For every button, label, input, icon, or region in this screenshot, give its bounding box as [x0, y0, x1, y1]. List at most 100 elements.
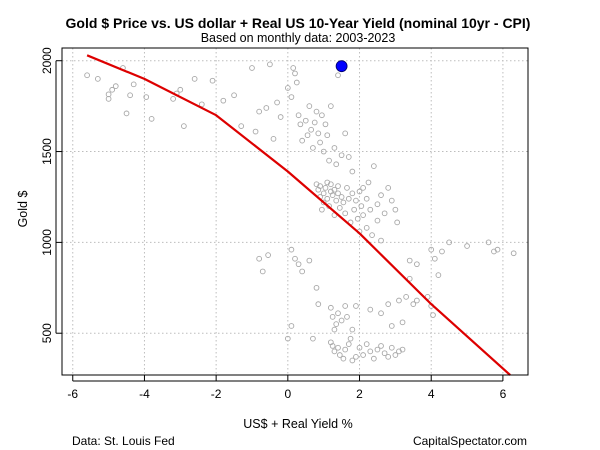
- scatter-point: [378, 310, 384, 317]
- scatter-point: [414, 297, 420, 304]
- scatter-point: [295, 261, 302, 268]
- scatter-point: [220, 97, 227, 104]
- scatter-point: [319, 112, 325, 119]
- scatter-point: [265, 252, 271, 258]
- scatter-point: [360, 212, 366, 218]
- scatter-point: [238, 123, 245, 129]
- scatter-point: [406, 275, 413, 282]
- scatter-point: [274, 99, 280, 106]
- scatter-point: [392, 206, 399, 213]
- scatter-point: [327, 103, 334, 109]
- scatter-point: [148, 115, 155, 122]
- scatter-point: [342, 303, 349, 309]
- scatter-point: [388, 323, 395, 329]
- scatter-point: [324, 132, 331, 139]
- scatter-point: [345, 341, 352, 347]
- y-axis: 500 1000 1500 2000: [40, 47, 62, 343]
- scatter-point: [394, 219, 401, 226]
- scatter-point: [367, 206, 374, 213]
- scatter-point: [327, 304, 334, 311]
- x-axis-label: US$ + Real Yield %: [243, 417, 352, 431]
- scatter-point: [510, 250, 517, 257]
- scatter-point: [335, 310, 341, 317]
- scatter-point: [414, 261, 420, 268]
- scatter-point: [333, 161, 340, 168]
- scatter-point: [353, 197, 359, 204]
- scatter-point: [374, 346, 381, 353]
- scatter-point: [363, 225, 370, 231]
- scatter-point: [143, 94, 150, 100]
- scatter-point: [464, 243, 470, 249]
- fit-line-layer: [86, 54, 511, 376]
- footer-source: Data: St. Louis Fed: [72, 434, 175, 448]
- scatter-point: [378, 343, 384, 349]
- scatter-point: [392, 352, 399, 358]
- scatter-point: [331, 348, 338, 355]
- scatter-point: [320, 148, 327, 155]
- scatter-point: [284, 335, 291, 342]
- x-tick-label: 0: [284, 387, 291, 401]
- scatter-point: [324, 195, 331, 202]
- scatter-point: [363, 341, 370, 347]
- scatter-point: [435, 272, 442, 278]
- scatter-point: [333, 197, 340, 204]
- scatter-point: [360, 185, 366, 191]
- latest-point: [335, 60, 348, 73]
- scatter-point: [347, 335, 354, 342]
- y-tick-label: 1000: [40, 229, 54, 256]
- scatter-point: [381, 350, 388, 357]
- scatter-point: [340, 355, 347, 362]
- scatter-point: [430, 312, 436, 318]
- y-tick-label: 500: [40, 323, 54, 343]
- scatter-point: [335, 190, 341, 197]
- scatter-point: [340, 199, 347, 206]
- scatter-point: [308, 126, 314, 133]
- scatter-point: [123, 110, 130, 117]
- scatter-point: [335, 183, 341, 189]
- y-axis-label: Gold $: [16, 191, 30, 228]
- scatter-point: [290, 65, 297, 71]
- scatter-point: [485, 239, 492, 246]
- scatter-point: [256, 108, 263, 115]
- scatter-point: [331, 326, 338, 333]
- scatter-point: [310, 335, 316, 342]
- scatter-point: [231, 92, 237, 99]
- scatter-point: [209, 77, 216, 84]
- scatter-point: [345, 195, 352, 202]
- scatter-point: [388, 344, 395, 351]
- scatter-point: [358, 203, 365, 209]
- scatter-point: [367, 348, 374, 355]
- scatter-point: [313, 108, 320, 115]
- scatter-point: [431, 255, 438, 262]
- scatter-point: [299, 268, 306, 275]
- scatter-point: [304, 132, 311, 139]
- scatter-point: [342, 210, 349, 217]
- scatter-point: [84, 72, 90, 79]
- scatter-point: [315, 301, 322, 308]
- scatter-point: [342, 346, 349, 353]
- chart-subtitle: Based on monthly data: 2003-2023: [201, 31, 396, 45]
- scatter-point: [329, 343, 336, 349]
- y-tick-label: 1500: [40, 138, 54, 165]
- scatter-point: [127, 92, 133, 99]
- scatter-point: [177, 86, 184, 93]
- scatter-point: [320, 199, 327, 206]
- scatter-point: [396, 297, 402, 304]
- scatter-point: [335, 72, 341, 79]
- scatter-point: [349, 190, 356, 197]
- scatter-point: [320, 190, 327, 197]
- scatter-point: [252, 128, 259, 135]
- x-tick-label: 2: [356, 387, 363, 401]
- scatter-point: [344, 185, 350, 191]
- x-tick-label: 4: [428, 387, 435, 401]
- scatter-point: [351, 206, 357, 213]
- scatter-point: [369, 232, 375, 238]
- scatter-point: [259, 268, 266, 275]
- scatter-point: [410, 301, 417, 308]
- scatter-point: [256, 255, 263, 262]
- scatter-point: [338, 194, 345, 200]
- scatter-point: [381, 210, 388, 217]
- x-tick-label: -2: [211, 387, 222, 401]
- scatter-point: [105, 96, 112, 102]
